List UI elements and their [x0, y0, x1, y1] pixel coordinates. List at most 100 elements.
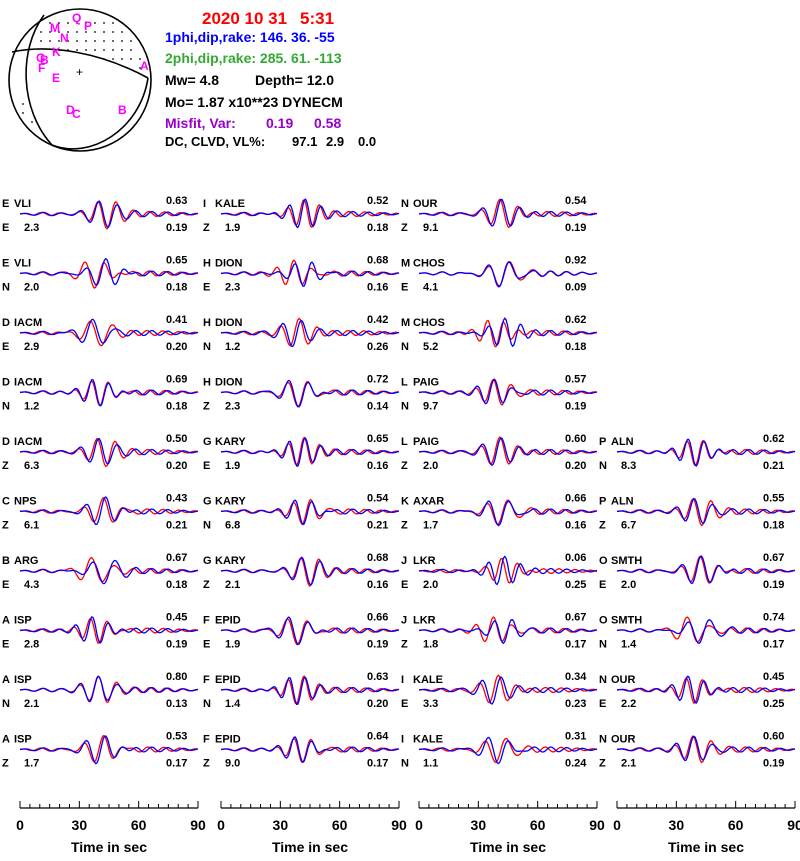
observed-trace [220, 498, 400, 525]
axis-tick-label: 90 [391, 817, 407, 833]
trace-amplitude: 0.21 [166, 520, 187, 532]
dot-mark [40, 40, 42, 42]
trace-correlation: 0.42 [367, 314, 388, 326]
waveform-panel: N OUR 0.45 E 2.2 0.25 [599, 671, 796, 710]
trace-station: DION [215, 317, 243, 329]
time-axis: 0 30 60 90 Time in sec [217, 801, 407, 855]
axis-tick-label: 30 [273, 817, 289, 833]
trace-station: CHOS [413, 258, 445, 270]
trace-code: I [401, 734, 404, 746]
trace-shift: 1.7 [423, 520, 438, 532]
clvd-value: 2.9 [326, 134, 344, 149]
synthetic-trace [616, 497, 796, 525]
station-marker-a: A [140, 59, 149, 73]
trace-code: G [203, 436, 212, 448]
axis-tick-label: 90 [589, 817, 605, 833]
waveform-panel: G KARY 0.54 N 6.8 0.21 [203, 493, 400, 532]
trace-correlation: 0.52 [367, 195, 388, 207]
waveform-panel: A ISP 0.45 E 2.8 0.19 [2, 612, 199, 651]
trace-code: F [203, 615, 210, 627]
waveform-panel: I KALE 0.52 Z 1.9 0.18 [203, 195, 400, 234]
trace-correlation: 0.68 [367, 552, 388, 564]
trace-shift: 9.7 [423, 401, 438, 413]
dot-mark [103, 31, 105, 33]
trace-code: I [203, 198, 206, 210]
waveform-panel: I KALE 0.31 N 1.1 0.24 [401, 731, 598, 770]
waveform-panel: D IACM 0.50 Z 6.3 0.20 [2, 433, 199, 472]
synthetic-trace [19, 559, 199, 585]
synthetic-trace [19, 318, 199, 344]
synthetic-trace [616, 675, 796, 704]
trace-station: SMTH [611, 615, 642, 627]
trace-code: D [2, 436, 10, 448]
axis-tick-label: 0 [415, 817, 423, 833]
waveform-panel: N OUR 0.54 Z 9.1 0.19 [401, 195, 598, 234]
trace-code: A [2, 734, 10, 746]
trace-code: E [2, 258, 9, 270]
synthetic-trace [220, 437, 400, 468]
trace-component: N [599, 639, 607, 651]
trace-correlation: 0.63 [166, 195, 187, 207]
dot-mark [76, 31, 78, 33]
misfit-value: 0.19 [266, 115, 293, 131]
trace-shift: 2.0 [423, 579, 438, 591]
trace-component: Z [401, 460, 408, 472]
plane2-params: 2phi,dip,rake: 285. 61. -113 [165, 50, 342, 66]
trace-shift: 1.2 [24, 401, 39, 413]
trace-station: NPS [14, 496, 37, 508]
trace-correlation: 0.43 [166, 493, 187, 505]
trace-code: L [401, 377, 408, 389]
trace-shift: 2.1 [24, 698, 39, 710]
trace-station: IACM [14, 436, 42, 448]
dot-mark [130, 40, 132, 42]
axis-tick-label: 0 [16, 817, 24, 833]
waveform-panel: G KARY 0.65 E 1.9 0.16 [203, 433, 400, 472]
event-time: 5:31 [300, 9, 334, 28]
trace-code: H [203, 317, 211, 329]
trace-component: N [401, 401, 409, 413]
nodal-plane-2b [51, 77, 149, 150]
waveform-panel: A ISP 0.53 Z 1.7 0.17 [2, 731, 199, 770]
trace-station: PAIG [413, 436, 439, 448]
synthetic-trace [418, 555, 598, 586]
trace-correlation: 0.60 [565, 433, 586, 445]
station-marker-n: N [60, 31, 69, 45]
dot-mark [76, 40, 78, 42]
trace-amplitude: 0.16 [367, 460, 388, 472]
trace-component: Z [203, 758, 210, 770]
trace-shift: 1.7 [24, 758, 39, 770]
synthetic-trace [616, 438, 796, 467]
trace-component: Z [401, 639, 408, 651]
trace-shift: 2.3 [24, 222, 39, 234]
axis-tick-label: 60 [131, 817, 147, 833]
trace-shift: 1.9 [225, 460, 240, 472]
trace-correlation: 0.72 [367, 374, 388, 386]
station-marker-m: M [50, 21, 60, 35]
trace-amplitude: 0.21 [367, 520, 388, 532]
depth-label: Depth= 12.0 [255, 72, 334, 88]
dot-mark [112, 49, 114, 51]
waveform-panel: F EPID 0.64 Z 9.0 0.17 [203, 731, 400, 770]
trace-component: N [401, 341, 409, 353]
trace-amplitude: 0.18 [166, 282, 187, 294]
trace-component: Z [2, 460, 9, 472]
trace-amplitude: 0.17 [367, 758, 388, 770]
synthetic-trace [220, 319, 400, 348]
trace-shift: 5.2 [423, 341, 438, 353]
trace-correlation: 0.74 [763, 612, 785, 624]
trace-station: CHOS [413, 317, 445, 329]
trace-component: Z [401, 222, 408, 234]
trace-correlation: 0.57 [565, 374, 586, 386]
waveform-panel: L PAIG 0.60 Z 2.0 0.20 [401, 433, 598, 472]
trace-station: IACM [14, 317, 42, 329]
trace-shift: 2.0 [621, 579, 636, 591]
synthetic-trace [220, 676, 400, 705]
trace-code: O [599, 555, 608, 567]
trace-amplitude: 0.16 [367, 579, 388, 591]
dot-mark [58, 40, 60, 42]
vl-value: 0.0 [358, 134, 376, 149]
synthetic-trace [220, 379, 400, 408]
trace-station: ISP [14, 674, 32, 686]
dot-mark [139, 67, 141, 69]
